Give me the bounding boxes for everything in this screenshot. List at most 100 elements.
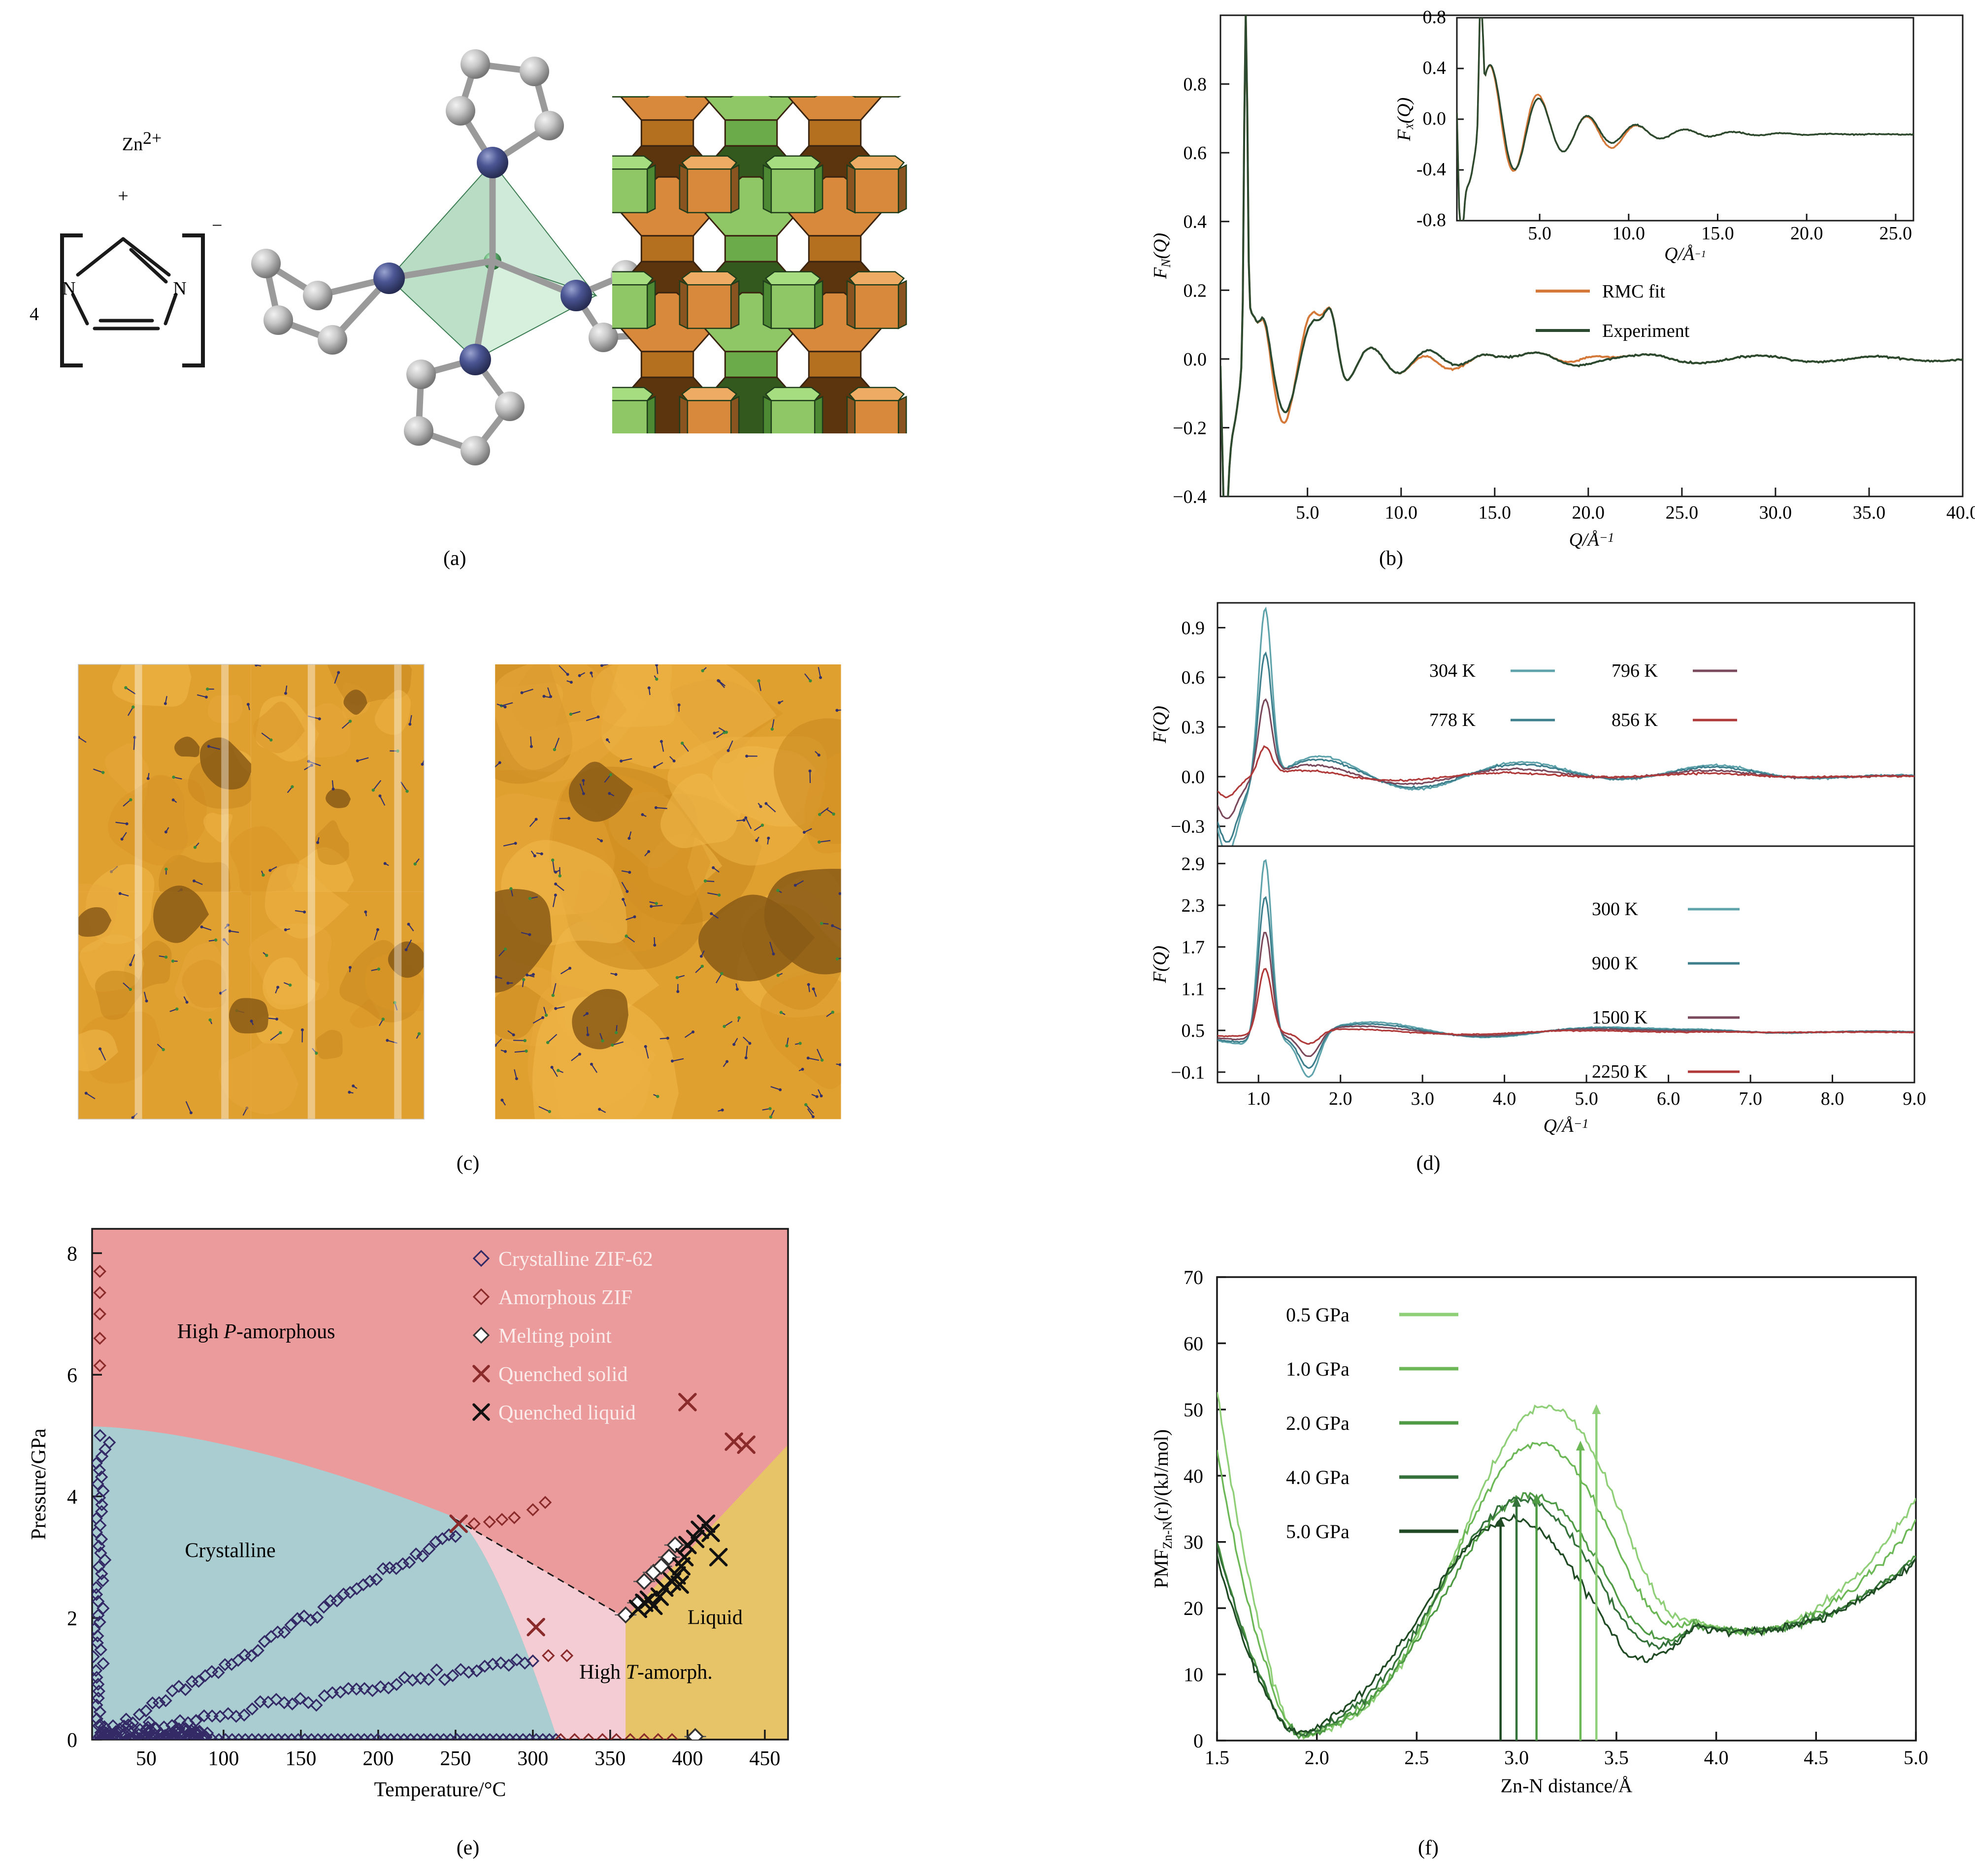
svg-text:2.0: 2.0 xyxy=(1305,1746,1329,1769)
svg-text:40.0: 40.0 xyxy=(1946,502,1975,523)
svg-text:(f): (f) xyxy=(1418,1837,1439,1859)
svg-text:2: 2 xyxy=(67,1608,77,1630)
svg-text:(c): (c) xyxy=(457,1152,480,1175)
svg-text:450: 450 xyxy=(749,1747,780,1770)
svg-text:40: 40 xyxy=(1184,1465,1203,1487)
svg-text:0.6: 0.6 xyxy=(1184,143,1207,164)
svg-text:2.0: 2.0 xyxy=(1329,1088,1352,1109)
svg-text:2.9: 2.9 xyxy=(1182,854,1205,874)
svg-text:250: 250 xyxy=(440,1747,471,1770)
svg-text:20: 20 xyxy=(1184,1597,1203,1619)
svg-text:1.1: 1.1 xyxy=(1182,979,1205,999)
svg-text:-0.4: -0.4 xyxy=(1416,159,1446,180)
svg-text:796 K: 796 K xyxy=(1612,660,1658,681)
svg-text:−0.4: −0.4 xyxy=(1173,487,1207,507)
svg-text:4: 4 xyxy=(30,304,39,325)
svg-text:50: 50 xyxy=(136,1747,157,1770)
svg-text:15.0: 15.0 xyxy=(1701,223,1734,244)
svg-text:0.0: 0.0 xyxy=(1182,767,1205,788)
svg-text:70: 70 xyxy=(1184,1266,1203,1288)
svg-text:60: 60 xyxy=(1184,1332,1203,1354)
svg-text:N: N xyxy=(173,278,186,299)
svg-text:High P-amorphous: High P-amorphous xyxy=(177,1320,335,1343)
svg-text:5.0: 5.0 xyxy=(1296,502,1319,523)
svg-text:4.5: 4.5 xyxy=(1804,1746,1828,1769)
svg-text:-0.8: -0.8 xyxy=(1416,210,1446,230)
svg-text:0.8: 0.8 xyxy=(1423,7,1447,28)
svg-text:Temperature/°C: Temperature/°C xyxy=(374,1778,506,1801)
svg-text:F(Q): F(Q) xyxy=(1150,946,1170,984)
svg-text:1.0: 1.0 xyxy=(1247,1088,1270,1109)
svg-text:−: − xyxy=(212,215,222,236)
svg-text:0.8: 0.8 xyxy=(1184,74,1207,95)
svg-text:0.4: 0.4 xyxy=(1423,58,1447,78)
svg-text:Experiment: Experiment xyxy=(1602,321,1690,341)
svg-text:10: 10 xyxy=(1184,1664,1203,1686)
svg-text:856 K: 856 K xyxy=(1612,710,1658,730)
svg-text:Zn-N distance/Å: Zn-N distance/Å xyxy=(1501,1775,1633,1797)
svg-text:0.4: 0.4 xyxy=(1184,212,1207,232)
svg-text:30.0: 30.0 xyxy=(1759,502,1792,523)
svg-text:0.6: 0.6 xyxy=(1182,667,1205,688)
svg-text:8: 8 xyxy=(67,1243,77,1265)
svg-text:10.0: 10.0 xyxy=(1613,223,1646,244)
svg-text:3.0: 3.0 xyxy=(1411,1088,1434,1109)
svg-text:Quenched solid: Quenched solid xyxy=(498,1363,627,1386)
svg-text:PMFZn-N(r)/(kJ/mol): PMFZn-N(r)/(kJ/mol) xyxy=(1150,1429,1175,1588)
svg-text:8.0: 8.0 xyxy=(1821,1088,1844,1109)
svg-text:300 K: 300 K xyxy=(1592,899,1639,920)
svg-text:20.0: 20.0 xyxy=(1572,502,1605,523)
svg-text:Amorphous ZIF: Amorphous ZIF xyxy=(498,1286,632,1309)
svg-text:1.0 GPa: 1.0 GPa xyxy=(1286,1358,1350,1380)
svg-text:0.3: 0.3 xyxy=(1182,717,1205,738)
svg-text:(d): (d) xyxy=(1416,1152,1441,1175)
svg-text:1.7: 1.7 xyxy=(1182,937,1205,958)
svg-text:304 K: 304 K xyxy=(1429,660,1476,681)
svg-text:5.0: 5.0 xyxy=(1904,1746,1928,1769)
svg-text:350: 350 xyxy=(594,1747,625,1770)
svg-text:3.5: 3.5 xyxy=(1604,1746,1629,1769)
svg-text:2.5: 2.5 xyxy=(1404,1746,1429,1769)
svg-text:35.0: 35.0 xyxy=(1853,502,1886,523)
svg-text:30: 30 xyxy=(1184,1531,1203,1553)
svg-text:Quenched liquid: Quenched liquid xyxy=(498,1402,636,1424)
svg-text:4.0: 4.0 xyxy=(1493,1088,1516,1109)
svg-text:6: 6 xyxy=(67,1364,77,1387)
svg-text:High T-amorph.: High T-amorph. xyxy=(579,1661,713,1684)
svg-text:100: 100 xyxy=(208,1747,239,1770)
svg-text:Crystalline ZIF-62: Crystalline ZIF-62 xyxy=(498,1248,653,1271)
svg-text:50: 50 xyxy=(1184,1399,1203,1421)
svg-text:25.0: 25.0 xyxy=(1666,502,1699,523)
svg-text:2.0 GPa: 2.0 GPa xyxy=(1286,1412,1350,1434)
svg-text:+: + xyxy=(118,186,128,206)
svg-text:0.2: 0.2 xyxy=(1184,280,1207,301)
svg-text:10.0: 10.0 xyxy=(1385,502,1418,523)
svg-text:400: 400 xyxy=(672,1747,703,1770)
svg-text:1.5: 1.5 xyxy=(1205,1746,1229,1769)
svg-text:0: 0 xyxy=(67,1729,77,1752)
svg-text:0.9: 0.9 xyxy=(1182,618,1205,638)
svg-text:0.5: 0.5 xyxy=(1182,1020,1205,1041)
svg-text:RMC fit: RMC fit xyxy=(1602,281,1665,302)
svg-text:Liquid: Liquid xyxy=(688,1606,743,1629)
svg-text:2.3: 2.3 xyxy=(1182,895,1205,916)
svg-text:Pressure/GPa: Pressure/GPa xyxy=(28,1428,50,1540)
svg-text:Melting point: Melting point xyxy=(498,1325,612,1348)
svg-text:4.0: 4.0 xyxy=(1704,1746,1729,1769)
svg-text:Crystalline: Crystalline xyxy=(185,1540,275,1562)
svg-text:0.5 GPa: 0.5 GPa xyxy=(1286,1304,1350,1326)
svg-text:−0.1: −0.1 xyxy=(1171,1062,1205,1083)
svg-text:200: 200 xyxy=(362,1747,394,1770)
svg-text:5.0: 5.0 xyxy=(1528,223,1551,244)
svg-text:FN(Q): FN(Q) xyxy=(1150,233,1173,279)
svg-text:5.0: 5.0 xyxy=(1575,1088,1598,1109)
svg-text:25.0: 25.0 xyxy=(1879,223,1912,244)
svg-text:Q/Å−1: Q/Å−1 xyxy=(1569,529,1614,550)
svg-text:3.0: 3.0 xyxy=(1504,1746,1529,1769)
svg-text:300: 300 xyxy=(517,1747,548,1770)
svg-text:−0.3: −0.3 xyxy=(1171,817,1205,837)
svg-text:0.0: 0.0 xyxy=(1184,349,1207,370)
svg-text:5.0 GPa: 5.0 GPa xyxy=(1286,1520,1350,1543)
svg-text:20.0: 20.0 xyxy=(1790,223,1823,244)
svg-text:15.0: 15.0 xyxy=(1479,502,1512,523)
